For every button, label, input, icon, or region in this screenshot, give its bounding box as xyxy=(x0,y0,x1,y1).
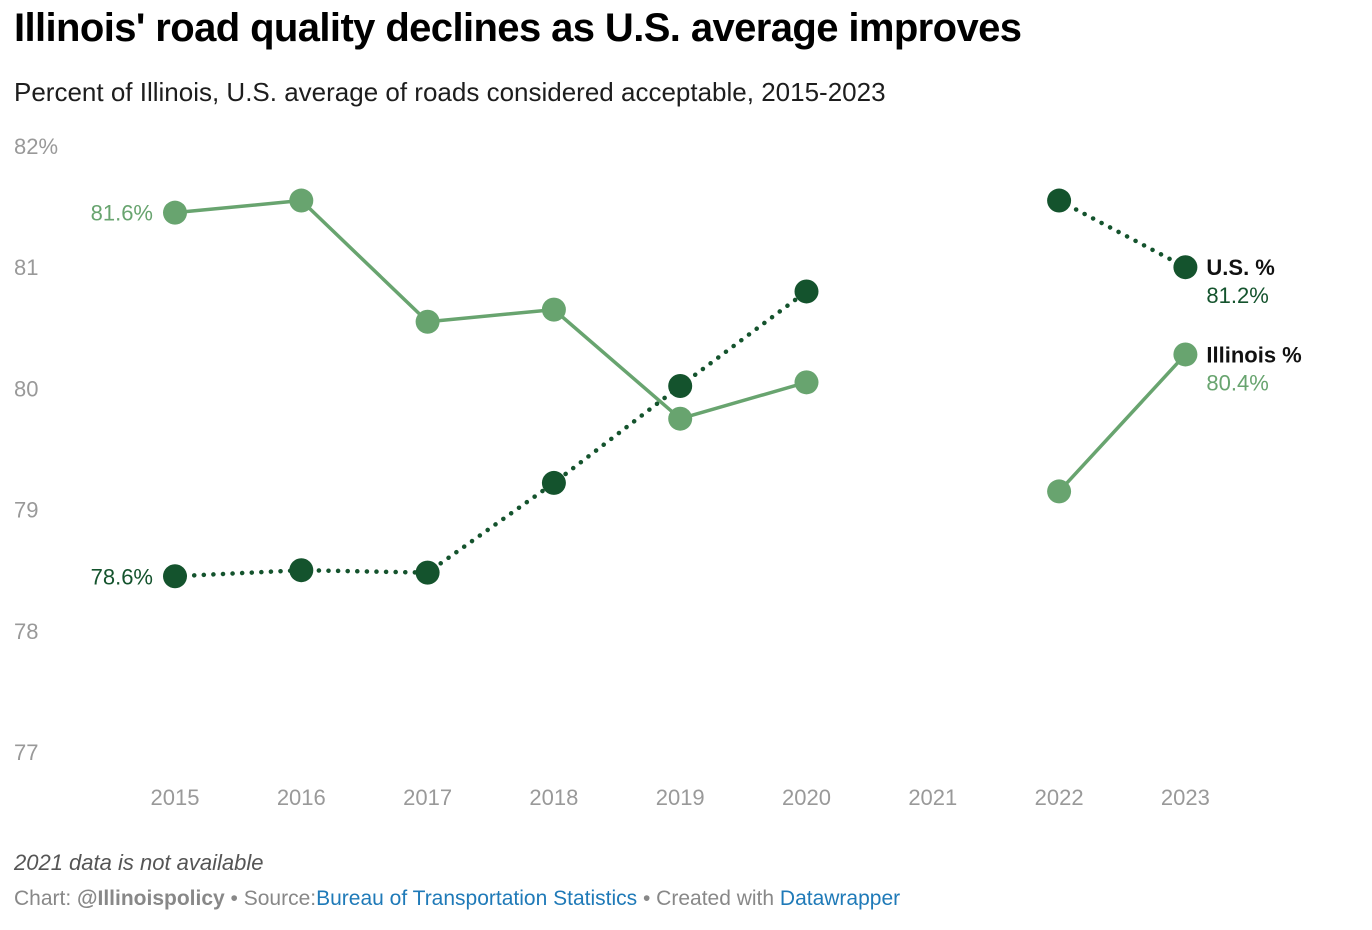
us-data-point xyxy=(163,564,187,589)
illinois-data-point xyxy=(1047,479,1072,504)
x-tick-label: 2022 xyxy=(1035,785,1084,810)
illinois-data-label: 81.6% xyxy=(91,201,153,226)
us-data-point xyxy=(289,558,314,583)
x-tick-label: 2019 xyxy=(656,785,705,810)
us-data-point xyxy=(1173,255,1198,280)
y-tick-label: 78 xyxy=(14,619,38,644)
us-data-point xyxy=(541,470,566,495)
x-tick-label: 2020 xyxy=(782,785,831,810)
footer-separator: • xyxy=(642,887,651,910)
us-series-line xyxy=(1056,198,1188,270)
illinois-data-point xyxy=(668,406,693,431)
us-data-label: 81.2% xyxy=(1206,283,1268,308)
x-tick-label: 2016 xyxy=(277,785,326,810)
footer-source-prefix: Source: xyxy=(243,887,317,910)
illinois-data-point xyxy=(289,188,314,213)
illinois-data-point xyxy=(163,200,187,225)
chart-title: Illinois' road quality declines as U.S. … xyxy=(14,6,1022,50)
illinois-data-point xyxy=(541,297,566,322)
y-tick-label: 77 xyxy=(14,740,38,765)
us-series-name: U.S. % xyxy=(1206,255,1274,280)
footer-created-prefix: Created with xyxy=(656,887,775,910)
datawrapper-link[interactable]: Datawrapper xyxy=(779,887,901,910)
chart-note: 2021 data is not available xyxy=(14,850,264,875)
x-tick-label: 2017 xyxy=(403,785,452,810)
x-tick-label: 2018 xyxy=(529,785,578,810)
us-data-point xyxy=(794,279,819,304)
y-tick-label: 81 xyxy=(14,255,38,280)
footer-separator: • xyxy=(230,887,238,910)
illinois-series-line xyxy=(173,198,809,421)
illinois-data-point xyxy=(415,309,440,334)
us-data-point xyxy=(415,560,440,585)
chart-subtitle: Percent of Illinois, U.S. average of roa… xyxy=(14,77,886,107)
footer-chart-author: @Illinoispolicy xyxy=(77,887,225,910)
us-data-point xyxy=(668,373,693,398)
chart-footer: Chart: @Illinoispolicy • Source:Bureau o… xyxy=(14,887,900,911)
illinois-data-point xyxy=(1173,342,1198,367)
x-tick-label: 2015 xyxy=(151,785,200,810)
x-tick-label: 2023 xyxy=(1161,785,1210,810)
us-data-point xyxy=(1047,188,1072,213)
illinois-series-name: Illinois % xyxy=(1206,342,1301,367)
y-tick-label: 80 xyxy=(14,376,38,401)
x-tick-label: 2021 xyxy=(908,785,957,810)
illinois-series-line xyxy=(1057,352,1188,494)
us-data-label: 78.6% xyxy=(91,564,153,589)
source-link[interactable]: Bureau of Transportation Statistics xyxy=(316,887,638,910)
illinois-data-label: 80.4% xyxy=(1206,370,1268,395)
y-tick-label: 79 xyxy=(14,498,38,523)
us-series-line xyxy=(172,289,809,579)
line-chart: 82% 81 80 79 78 77 2015 2016 2017 2018 2019 2020 202… xyxy=(14,134,1302,810)
footer-chart-prefix: Chart: xyxy=(14,887,72,910)
illinois-data-point xyxy=(794,370,819,395)
y-tick-label: 82% xyxy=(14,134,58,159)
